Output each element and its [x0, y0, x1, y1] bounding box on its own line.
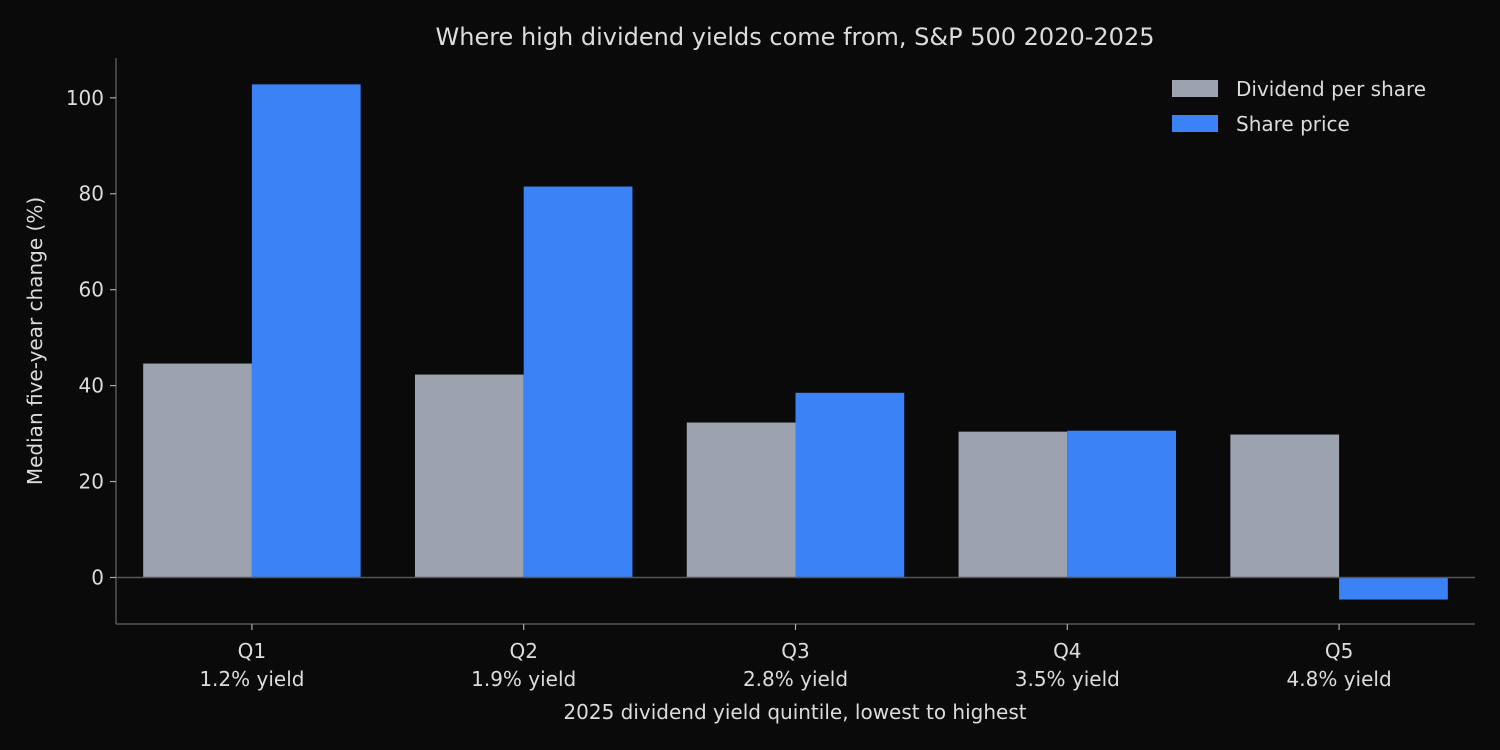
legend-swatch-price — [1172, 115, 1218, 132]
x-axis-label: 2025 dividend yield quintile, lowest to … — [563, 700, 1026, 724]
x-tick-sublabel: 1.2% yield — [199, 667, 304, 691]
x-tick-sublabel: 4.8% yield — [1287, 667, 1392, 691]
legend: Dividend per share Share price — [1172, 77, 1426, 136]
x-tick-sublabel: 2.8% yield — [743, 667, 848, 691]
y-tick-label: 40 — [79, 374, 104, 398]
bar-dividend-q5 — [1230, 434, 1340, 578]
bar-dividend-q4 — [958, 431, 1068, 578]
x-tick-label: Q4 — [1053, 639, 1081, 663]
y-tick-label: 20 — [79, 470, 104, 494]
bar-price-q5 — [1339, 577, 1448, 600]
y-axis-label: Median five-year change (%) — [23, 197, 47, 485]
x-tick-label: Q2 — [509, 639, 537, 663]
plot-area: 0 20 40 60 80 100 Q1 1.2% yield Q2 1.9% yield Q3 2.… — [66, 58, 1475, 691]
bar-dividend-q1 — [143, 363, 252, 578]
legend-swatch-dividend — [1172, 80, 1218, 97]
legend-label-price: Share price — [1236, 112, 1350, 136]
x-tick-label: Q5 — [1325, 639, 1353, 663]
bar-price-q3 — [795, 392, 905, 578]
y-tick-label: 80 — [79, 182, 104, 206]
bar-price-q4 — [1067, 430, 1177, 578]
bar-price-q2 — [523, 186, 633, 578]
x-tick-label: Q1 — [238, 639, 266, 663]
x-tick-sublabel: 1.9% yield — [471, 667, 576, 691]
chart-title: Where high dividend yields come from, S&… — [436, 23, 1155, 51]
x-tick-label: Q3 — [781, 639, 809, 663]
legend-label-dividend: Dividend per share — [1236, 77, 1426, 101]
x-tick-sublabel: 3.5% yield — [1015, 667, 1120, 691]
y-tick-label: 60 — [79, 278, 104, 302]
y-tick-label: 0 — [91, 565, 104, 589]
y-tick-label: 100 — [66, 86, 104, 110]
bar-dividend-q3 — [686, 422, 796, 578]
bar-price-q1 — [251, 84, 361, 578]
bar-dividend-q2 — [414, 374, 524, 578]
